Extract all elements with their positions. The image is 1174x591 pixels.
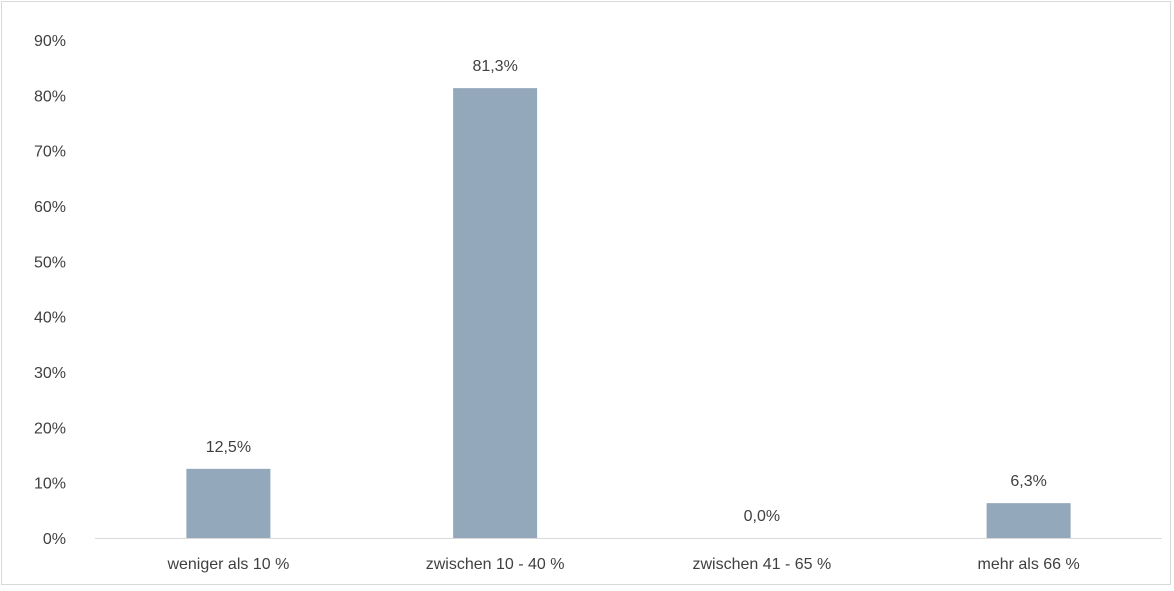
x-tick-label: zwischen 10 - 40 % — [426, 556, 565, 573]
y-tick-label: 70% — [34, 144, 66, 161]
bar — [186, 468, 271, 538]
x-tick-label: zwischen 41 - 65 % — [693, 556, 832, 573]
data-label: 6,3% — [1010, 473, 1046, 490]
y-tick-label: 20% — [34, 420, 66, 437]
x-tick-label: weniger als 10 % — [166, 556, 289, 573]
y-tick-label: 90% — [34, 33, 66, 50]
y-tick-label: 40% — [34, 310, 66, 327]
bar — [453, 88, 538, 538]
bar — [986, 503, 1071, 538]
y-tick-label: 50% — [34, 254, 66, 271]
y-tick-label: 0% — [43, 531, 66, 548]
y-tick-label: 30% — [34, 365, 66, 382]
data-label: 12,5% — [206, 439, 251, 456]
x-axis-tick-labels: weniger als 10 % zwischen 10 - 40 % zwisch… — [166, 556, 1079, 573]
data-label: 0,0% — [744, 508, 780, 525]
y-tick-label: 60% — [34, 199, 66, 216]
y-tick-label: 10% — [34, 476, 66, 493]
y-tick-label: 80% — [34, 88, 66, 105]
data-labels: 12,5% 81,3% 0,0% 6,3% — [206, 58, 1047, 525]
y-axis-tick-labels: 0% 10% 20% 30% 40% 50% 60% 70% 80% 90% — [34, 33, 66, 548]
bars — [186, 88, 1071, 538]
data-label: 81,3% — [472, 58, 517, 75]
x-tick-label: mehr als 66 % — [977, 556, 1079, 573]
